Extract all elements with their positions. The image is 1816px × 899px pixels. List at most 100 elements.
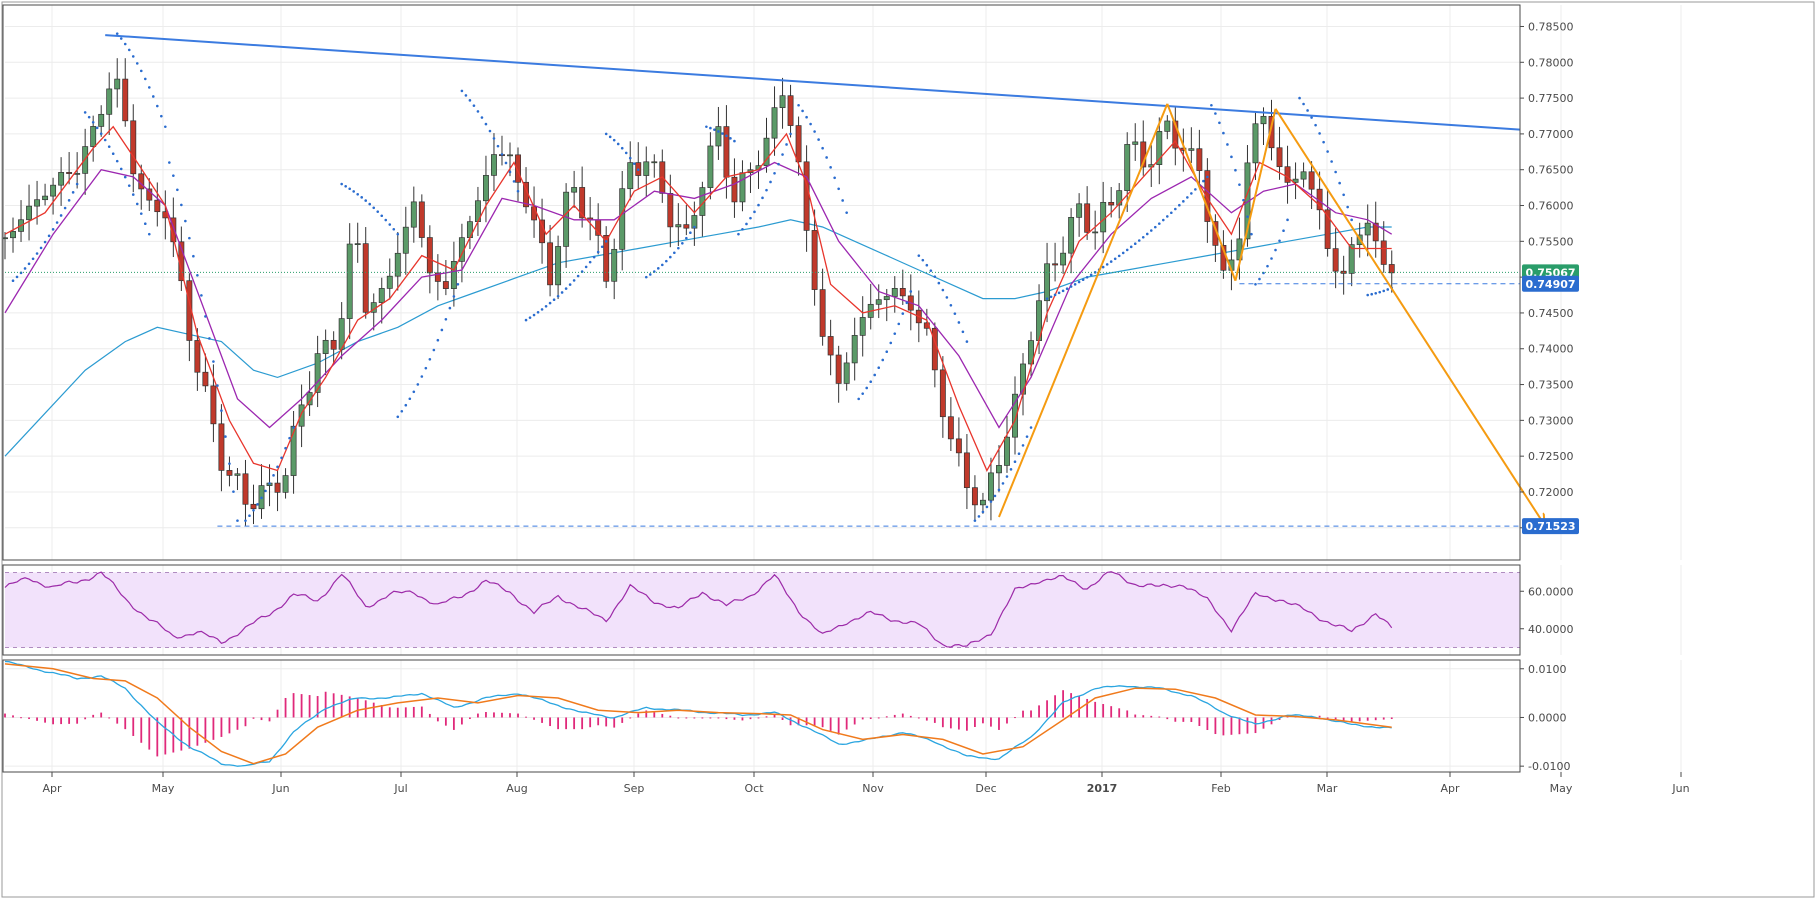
candle[interactable] [234,468,241,491]
rsi-pane[interactable] [4,571,1520,648]
candle[interactable] [1044,242,1051,323]
candle[interactable] [1308,161,1315,210]
candle[interactable] [627,141,634,201]
candle[interactable] [1196,129,1203,184]
candle[interactable] [226,456,233,487]
level-price-tag[interactable]: 0.71523 [1522,518,1579,535]
candle[interactable] [242,459,249,526]
candle[interactable] [988,457,994,521]
candle[interactable] [1012,376,1018,455]
candle[interactable] [26,184,32,241]
candle[interactable] [771,86,778,156]
candle[interactable] [483,155,489,223]
candle[interactable] [843,352,850,391]
candle[interactable] [1260,107,1267,146]
candle[interactable] [330,331,337,365]
candle[interactable] [1324,188,1331,257]
candle[interactable] [394,232,401,291]
candle[interactable] [1332,228,1339,289]
candle[interactable] [651,154,658,178]
candle[interactable] [579,166,586,228]
candle[interactable] [819,268,826,346]
candle[interactable] [1284,145,1291,204]
candle[interactable] [1076,193,1083,237]
candle[interactable] [154,182,161,227]
candle[interactable] [547,224,554,297]
candle[interactable] [58,157,65,206]
candle[interactable] [571,170,578,208]
candle[interactable] [322,329,329,376]
candle[interactable] [346,223,353,340]
macd-line[interactable] [4,660,1392,767]
candle[interactable] [194,328,201,391]
candle[interactable] [1156,117,1163,185]
candle[interactable] [1164,115,1171,140]
candle[interactable] [1084,186,1091,240]
candle[interactable] [1364,204,1371,257]
candle[interactable] [250,484,257,525]
candle[interactable] [306,371,313,416]
candle[interactable] [611,238,618,300]
candle[interactable] [619,170,626,271]
macd-pane[interactable] [4,660,1393,767]
candle[interactable] [1092,210,1099,250]
candle[interactable] [996,445,1002,493]
candle[interactable] [10,217,16,253]
candle[interactable] [98,105,105,137]
pattern-line[interactable] [1166,103,1237,282]
candle[interactable] [298,384,305,448]
candle[interactable] [362,227,369,319]
candle[interactable] [1292,162,1299,200]
candle[interactable] [434,254,441,301]
candle[interactable] [675,203,682,247]
candle[interactable] [202,353,209,392]
candle[interactable] [1052,242,1059,282]
resistance-trendline[interactable] [105,34,1521,131]
ema-fast[interactable] [4,125,1392,472]
candle[interactable] [507,142,513,177]
level-price-tag[interactable]: 0.74907 [1522,275,1579,292]
candle[interactable] [218,404,225,492]
signal-line[interactable] [4,663,1392,765]
candle[interactable] [939,356,946,438]
candle[interactable] [971,475,978,522]
price-pane[interactable] [2,32,1544,526]
candle[interactable] [891,276,898,313]
candle[interactable] [955,417,962,467]
candle[interactable] [875,284,882,319]
candle[interactable] [787,84,794,138]
candle[interactable] [274,470,281,512]
candle[interactable] [1116,183,1123,219]
candle[interactable] [899,269,906,305]
candle[interactable] [963,434,970,510]
candle[interactable] [603,226,610,289]
candle[interactable] [386,258,393,300]
candle[interactable] [707,132,714,200]
candle[interactable] [491,133,497,192]
candle[interactable] [146,178,153,212]
candle[interactable] [42,183,49,206]
candle[interactable] [795,116,802,176]
candle[interactable] [1004,415,1010,473]
candle[interactable] [1388,250,1395,293]
candle[interactable] [50,177,57,215]
pattern-line[interactable] [1234,108,1277,281]
candle[interactable] [1132,123,1139,161]
candle[interactable] [122,58,129,127]
candle[interactable] [851,317,858,381]
candle[interactable] [731,158,738,218]
candle[interactable] [354,222,361,263]
candle[interactable] [715,106,722,160]
candle[interactable] [683,204,690,236]
pattern-line[interactable] [998,103,1169,518]
candle[interactable] [1124,132,1131,212]
candle[interactable] [1348,237,1355,287]
candle[interactable] [1068,208,1075,274]
candle[interactable] [643,146,650,197]
projection-arrow[interactable] [1274,108,1545,524]
rsi-line[interactable] [4,571,1393,648]
candle[interactable] [555,235,562,300]
candle[interactable] [859,296,866,357]
candle[interactable] [402,206,409,275]
